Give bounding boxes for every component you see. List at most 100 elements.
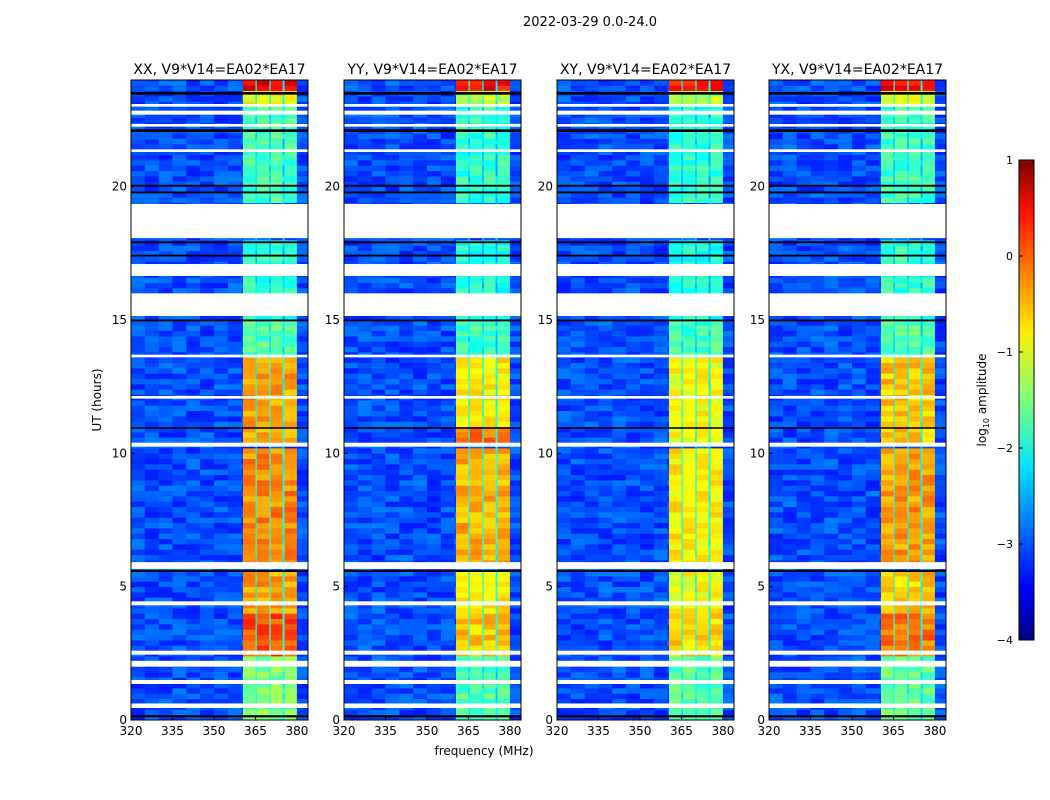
heatmap-cell [282, 618, 285, 625]
x-tick-label: 320 [120, 724, 143, 738]
heatmap-cell [131, 373, 146, 379]
heatmap-cell [482, 512, 485, 518]
heatmap-cell [284, 181, 298, 187]
heatmap-cell [469, 688, 483, 694]
heatmap-cell [158, 256, 173, 262]
heatmap-cell [722, 645, 735, 651]
heatmap-cell [296, 672, 309, 678]
heatmap-cell [357, 341, 372, 347]
heatmap-cell [440, 533, 455, 539]
heatmap-cell [640, 485, 655, 491]
heatmap-cell [468, 362, 471, 369]
heatmap-cell [158, 410, 173, 417]
heatmap-cell [296, 426, 309, 433]
heatmap-cell [144, 698, 159, 705]
heatmap-cell [468, 186, 471, 193]
heatmap-cell [200, 437, 215, 443]
heatmap-cell [710, 464, 724, 470]
heatmap-cell [214, 192, 229, 198]
heatmap-cell [282, 624, 285, 630]
heatmap-cell [557, 506, 572, 513]
heatmap-cell [371, 522, 386, 529]
heatmap-cell [482, 357, 485, 363]
heatmap-cell [214, 453, 229, 459]
heatmap-cell [509, 282, 522, 289]
heatmap-cell [282, 165, 285, 171]
heatmap-cell [497, 693, 511, 699]
heatmap-cell [256, 570, 270, 577]
heatmap-cell [454, 458, 457, 465]
heatmap-cell [413, 608, 428, 614]
heatmap-cell [296, 485, 309, 491]
heatmap-cell [227, 144, 242, 150]
heatmap-cell [454, 485, 457, 491]
heatmap-cell [469, 325, 483, 331]
heatmap-cell [255, 154, 258, 161]
heatmap-cell [241, 602, 244, 609]
heatmap-cell [669, 709, 682, 715]
heatmap-cell [427, 192, 442, 198]
heatmap-cell [509, 485, 522, 491]
heatmap-cell [144, 389, 159, 395]
heatmap-cell [454, 554, 457, 561]
heatmap-cell [282, 133, 285, 139]
heatmap-cell [598, 597, 613, 603]
heatmap-cell [270, 165, 283, 171]
heatmap-cell [483, 186, 496, 193]
heatmap-cell [413, 432, 428, 438]
heatmap-cell [144, 378, 159, 385]
heatmap-cell [667, 496, 670, 502]
heatmap-cell [131, 197, 146, 203]
heatmap-cell [282, 469, 285, 475]
heatmap-cell [626, 618, 641, 625]
heatmap-cell [469, 421, 483, 427]
heatmap-cell [255, 480, 258, 486]
heatmap-cell [710, 586, 724, 593]
heatmap-cell [131, 581, 146, 587]
heatmap-cell [131, 693, 146, 699]
heatmap-cell [241, 656, 244, 662]
heatmap-cell [172, 421, 187, 427]
heatmap-cell [427, 485, 442, 491]
heatmap-cell [495, 186, 498, 193]
heatmap-cell [385, 421, 400, 427]
heatmap-cell [214, 512, 229, 518]
heatmap-cell [468, 709, 471, 715]
heatmap-cell [131, 250, 146, 257]
heatmap-cell [282, 506, 285, 513]
heatmap-cell [682, 485, 696, 491]
heatmap-cell [256, 160, 270, 166]
heatmap-cell [255, 714, 258, 721]
heatmap-cell [708, 570, 711, 577]
heatmap-cell [243, 432, 256, 438]
heatmap-cell [131, 245, 146, 251]
heatmap-cell [483, 405, 496, 411]
heatmap-cell [241, 181, 244, 187]
heatmap-cell [695, 517, 698, 523]
heatmap-cell [497, 330, 511, 337]
heatmap-cell [344, 250, 359, 257]
heatmap-cell [158, 384, 173, 390]
heatmap-cell [385, 277, 400, 283]
heatmap-cell [468, 469, 471, 475]
heatmap-cell [495, 608, 498, 614]
heatmap-cell [667, 640, 670, 646]
heatmap-cell [427, 458, 442, 465]
heatmap-cell [710, 474, 724, 481]
heatmap-cell [469, 709, 483, 715]
heatmap-cell [269, 256, 272, 262]
heatmap-cell [427, 522, 442, 529]
heatmap-cell [243, 144, 256, 150]
heatmap-cell [413, 629, 428, 635]
heatmap-cell [669, 672, 682, 678]
heatmap-cell [357, 192, 372, 198]
heatmap-cell [357, 256, 372, 262]
heatmap-cell [456, 538, 469, 545]
heatmap-cell [255, 384, 258, 390]
heatmap-cell [214, 581, 229, 587]
heatmap-cell [296, 597, 309, 603]
heatmap-cell [456, 517, 469, 523]
heatmap-cell [241, 666, 244, 673]
heatmap-cell [385, 341, 400, 347]
heatmap-cell [172, 256, 187, 262]
